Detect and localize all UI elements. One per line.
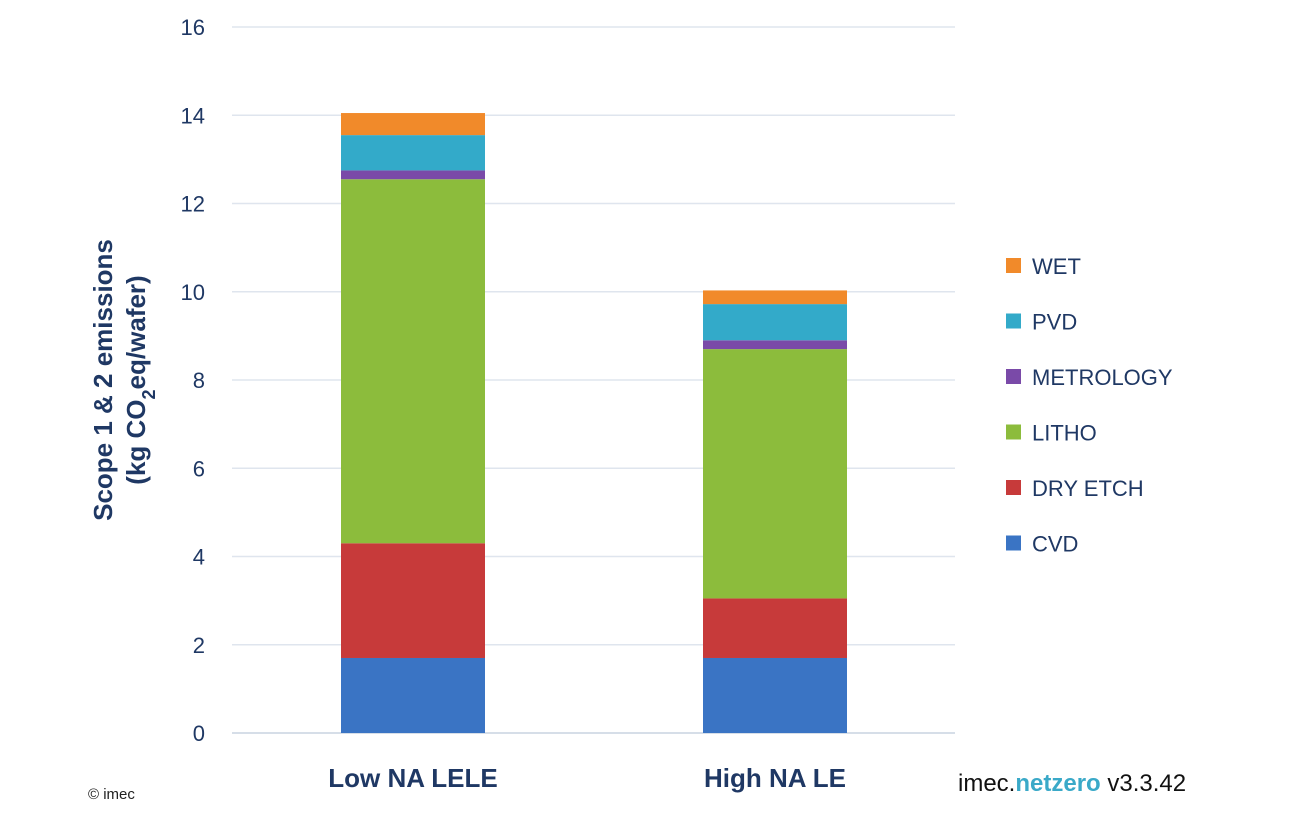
bar-segment-metrology — [341, 170, 485, 180]
y-tick-label: 0 — [193, 721, 205, 746]
y-tick-label: 12 — [181, 192, 205, 217]
legend-label: WET — [1032, 254, 1081, 279]
legend: WET PVD METROLOGY LITHO DRY ETCH CVD — [1006, 254, 1173, 557]
bar-segment-litho — [703, 349, 847, 599]
bar-segment-wet — [703, 290, 847, 305]
bar-segment-dry-etch — [703, 598, 847, 658]
y-tick-label: 6 — [193, 456, 205, 481]
bar-segment-pvd — [703, 304, 847, 341]
bar-segment-cvd — [703, 657, 847, 733]
bar-segment-dry-etch — [341, 543, 485, 658]
y-tick-label: 8 — [193, 368, 205, 393]
y-axis-label-line2: (kg CO2eq/wafer) — [121, 275, 159, 484]
legend-label: METROLOGY — [1032, 365, 1173, 390]
y-axis-label-subscript: 2 — [139, 389, 159, 399]
legend-swatch-pvd — [1006, 313, 1021, 329]
legend-label: CVD — [1032, 532, 1078, 557]
brand-version: imec.netzero v3.3.42 — [958, 770, 1186, 798]
legend-swatch-cvd — [1006, 535, 1021, 551]
legend-label: DRY ETCH — [1032, 476, 1144, 501]
legend-swatch-litho — [1006, 424, 1021, 440]
y-tick-label: 16 — [181, 15, 205, 40]
y-axis-label-suffix: eq/wafer) — [121, 275, 151, 389]
legend-label: LITHO — [1032, 421, 1097, 446]
brand-highlight: netzero — [1015, 770, 1101, 797]
y-axis-label-prefix: (kg CO — [121, 399, 151, 484]
x-axis-categories: Low NA LELE High NA LE — [328, 763, 846, 793]
y-tick-label: 14 — [181, 103, 205, 128]
legend-swatch-metrology — [1006, 369, 1021, 384]
legend-swatch-wet — [1006, 258, 1021, 273]
x-category-label: Low NA LELE — [328, 763, 497, 793]
x-category-label: High NA LE — [704, 763, 846, 793]
brand-prefix: imec. — [958, 770, 1016, 797]
bar-segment-wet — [341, 113, 485, 136]
bar-segment-pvd — [341, 135, 485, 171]
y-tick-label: 2 — [193, 633, 205, 658]
brand-version-number: v3.3.42 — [1100, 770, 1187, 797]
bar-segment-litho — [341, 179, 485, 544]
bar-segment-metrology — [703, 340, 847, 350]
legend-label: PVD — [1032, 310, 1077, 335]
legend-swatch-dry-etch — [1006, 480, 1021, 495]
bars — [341, 113, 847, 733]
y-axis-ticks: 0 2 4 6 8 10 12 14 16 — [181, 15, 205, 746]
copyright-text: © imec — [88, 786, 135, 803]
y-axis-label-line1: Scope 1 & 2 emissions — [88, 239, 118, 521]
bar-segment-cvd — [341, 657, 485, 733]
y-tick-label: 4 — [193, 545, 205, 570]
y-tick-label: 10 — [181, 280, 205, 305]
